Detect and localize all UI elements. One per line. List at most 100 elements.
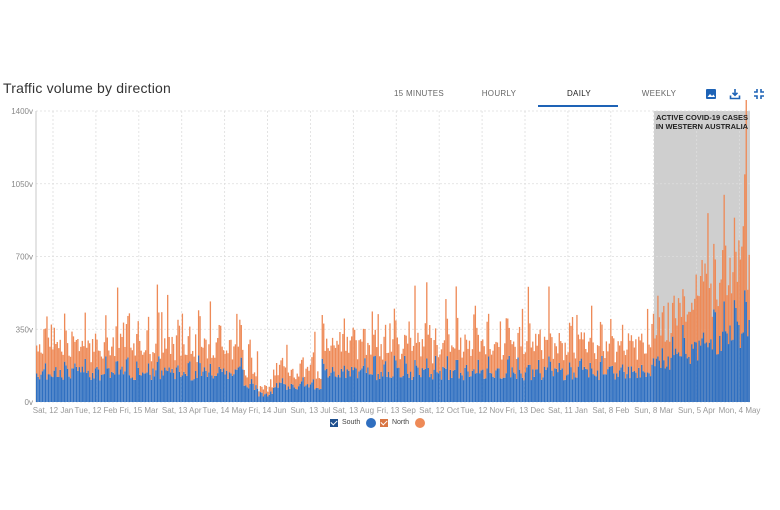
north-bar: [608, 343, 610, 367]
tab-weekly[interactable]: WEEKLY: [641, 89, 677, 98]
south-bar: [37, 376, 39, 402]
north-bar: [168, 336, 170, 368]
north-bar: [477, 334, 479, 360]
active-tab-indicator: [538, 105, 618, 107]
south-bar: [545, 369, 547, 402]
south-bar: [220, 368, 222, 402]
south-bar: [255, 385, 257, 402]
south-bar: [524, 372, 527, 402]
annotation-label: IN WESTERN AUSTRALIA: [656, 122, 749, 131]
north-bar: [427, 334, 429, 368]
north-bar: [567, 352, 569, 375]
north-bar: [209, 301, 212, 364]
south-bar: [187, 363, 189, 402]
legend-item-north[interactable]: North: [380, 417, 426, 429]
south-bar: [36, 373, 38, 402]
south-bar: [302, 377, 304, 402]
image-icon[interactable]: [705, 88, 717, 100]
south-bar: [485, 378, 487, 402]
south-bar: [141, 372, 144, 402]
south-bar: [336, 377, 338, 402]
south-bar: [161, 370, 163, 402]
north-bar: [521, 308, 524, 378]
north-bar: [379, 356, 381, 379]
south-bar: [714, 312, 716, 402]
north-bar: [87, 340, 89, 371]
south-bar: [437, 373, 440, 402]
south-bar: [679, 356, 681, 402]
south-bar: [532, 369, 534, 402]
south-bar: [654, 366, 656, 402]
south-bar: [588, 377, 590, 402]
south-bar: [97, 369, 100, 402]
north-bar: [214, 357, 216, 376]
x-tick-label: Sat, 13 Apr: [162, 406, 202, 415]
north-bar: [61, 351, 63, 378]
north-bar: [439, 354, 441, 371]
north-bar: [81, 340, 83, 367]
south-bar: [479, 373, 481, 402]
south-bar: [465, 364, 468, 402]
north-bar: [398, 344, 400, 368]
south-bar: [165, 370, 167, 402]
north-bar: [676, 325, 678, 354]
south-bar: [571, 379, 574, 402]
north-bar: [464, 334, 466, 368]
x-tick-label: Mon, 4 May: [719, 406, 761, 415]
south-bar: [355, 368, 357, 402]
north-bar: [449, 351, 452, 370]
north-bar: [549, 333, 552, 362]
south-bar: [326, 368, 328, 402]
north-bar: [96, 339, 98, 367]
tab-15-minutes[interactable]: 15 MINUTES: [393, 89, 445, 98]
south-bar: [140, 375, 142, 402]
south-bar: [392, 376, 394, 402]
north-bar: [261, 386, 263, 393]
north-bar: [711, 316, 714, 350]
north-bar: [203, 338, 206, 368]
tab-daily[interactable]: DAILY: [566, 89, 592, 98]
x-tick-label: Sat, 13 Aug: [333, 406, 374, 415]
south-bar: [150, 379, 153, 402]
north-bar: [702, 281, 705, 333]
south-bar: [448, 379, 450, 402]
south-bar: [489, 372, 491, 402]
north-bar: [121, 337, 123, 367]
south-bar: [299, 383, 301, 402]
north-bar: [589, 337, 591, 363]
north-bar: [536, 345, 538, 370]
south-bar: [618, 370, 621, 402]
north-bar: [433, 340, 435, 370]
north-bar: [75, 339, 78, 367]
north-bar: [526, 341, 528, 368]
north-bar: [490, 354, 493, 374]
north-bar: [524, 352, 527, 373]
south-bar: [508, 355, 510, 402]
north-bar: [692, 309, 694, 349]
south-bar: [334, 376, 337, 402]
south-bar: [115, 361, 117, 402]
north-bar: [638, 336, 640, 368]
north-bar: [328, 350, 331, 376]
south-bar: [426, 358, 428, 402]
south-bar: [629, 378, 631, 402]
south-bar: [47, 374, 50, 402]
legend-item-south[interactable]: South: [330, 417, 377, 429]
south-bar: [446, 356, 449, 402]
north-bar: [673, 295, 675, 356]
south-bar: [365, 372, 368, 402]
south-bar: [642, 371, 644, 402]
north-bar: [283, 366, 285, 384]
south-bar: [339, 377, 341, 402]
north-bar: [542, 358, 544, 378]
south-bar: [167, 371, 169, 402]
south-bar: [318, 389, 320, 402]
north-bar: [262, 389, 265, 397]
south-bar: [83, 372, 85, 402]
download-icon[interactable]: [729, 88, 741, 100]
north-bar: [296, 373, 298, 390]
north-bar: [326, 338, 328, 369]
collapse-icon[interactable]: [753, 88, 765, 100]
north-bar: [701, 259, 703, 339]
tab-hourly[interactable]: HOURLY: [481, 89, 517, 98]
